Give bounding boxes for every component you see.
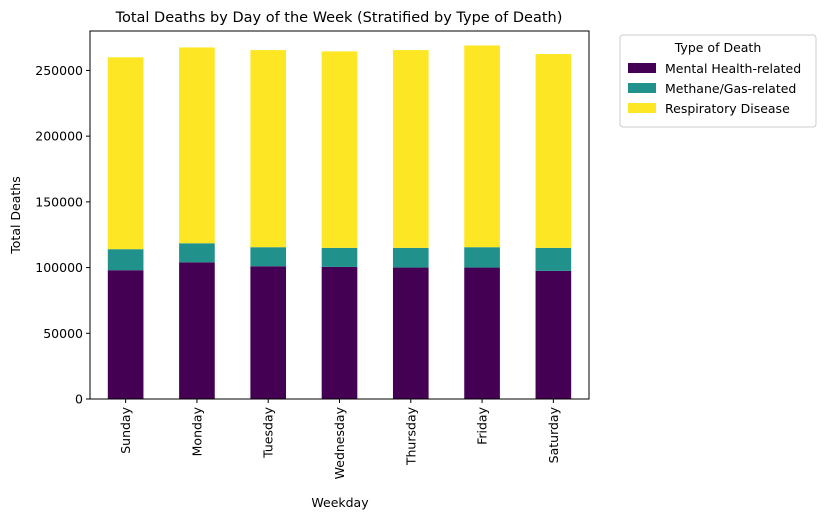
legend-label: Mental Health-related: [665, 61, 801, 76]
plot-frame: [89, 30, 590, 400]
legend-title: Type of Death: [674, 40, 762, 55]
bar-segment: [535, 247, 572, 271]
legend: Type of Death Mental Health-related Methan…: [619, 34, 817, 128]
y-tick-label: 200000: [35, 129, 83, 144]
x-tick-label: Wednesday: [332, 406, 347, 479]
bar-segment: [250, 266, 287, 399]
bar-segment: [392, 267, 429, 399]
x-tick-label: Sunday: [118, 406, 133, 453]
bar-segment: [179, 262, 215, 399]
bar-segment: [107, 270, 144, 399]
x-tick-label: Tuesday: [261, 406, 276, 458]
x-tick-label: Thursday: [403, 406, 418, 466]
bar-segment: [250, 50, 287, 248]
bar-segment: [464, 267, 500, 399]
bar-segment: [392, 247, 429, 268]
bar-segment: [535, 54, 572, 248]
y-axis-label: Total Deaths: [8, 176, 23, 254]
bar-segment: [321, 266, 358, 399]
y-tick-label: 150000: [35, 194, 83, 209]
bar-segment: [250, 247, 287, 267]
plot-area: [107, 45, 572, 399]
y-tick-label: 0: [75, 392, 83, 407]
x-tick-label: Saturday: [546, 406, 561, 463]
x-tick-label: Friday: [475, 406, 490, 444]
bar-segment: [535, 270, 572, 399]
bar-segment: [392, 50, 429, 248]
legend-swatch: [628, 63, 656, 73]
bar-segment: [107, 57, 144, 250]
x-tick-label: Monday: [189, 406, 204, 456]
legend-box: [619, 34, 817, 128]
bar-segment: [321, 51, 358, 248]
y-tick-label: 100000: [35, 260, 83, 275]
x-axis: Sunday Monday Tuesday Wednesday Thursday Frid…: [118, 399, 561, 479]
legend-swatch: [628, 83, 656, 93]
y-tick-label: 250000: [35, 63, 83, 78]
bar-segment: [179, 243, 215, 263]
legend-swatch: [628, 103, 656, 113]
bar-segment: [321, 247, 358, 267]
bar-segment: [464, 45, 500, 248]
bar-segment: [107, 249, 144, 271]
chart-title: Total Deaths by Day of the Week (Stratif…: [115, 10, 563, 26]
legend-label: Methane/Gas-related: [665, 81, 796, 96]
y-tick-label: 50000: [43, 326, 83, 341]
legend-label: Respiratory Disease: [665, 101, 790, 116]
x-axis-label: Weekday: [311, 495, 369, 510]
y-axis: 0 50000 100000 150000 200000 250000: [35, 63, 90, 407]
bar-segment: [179, 47, 215, 244]
bar-segment: [464, 247, 500, 268]
